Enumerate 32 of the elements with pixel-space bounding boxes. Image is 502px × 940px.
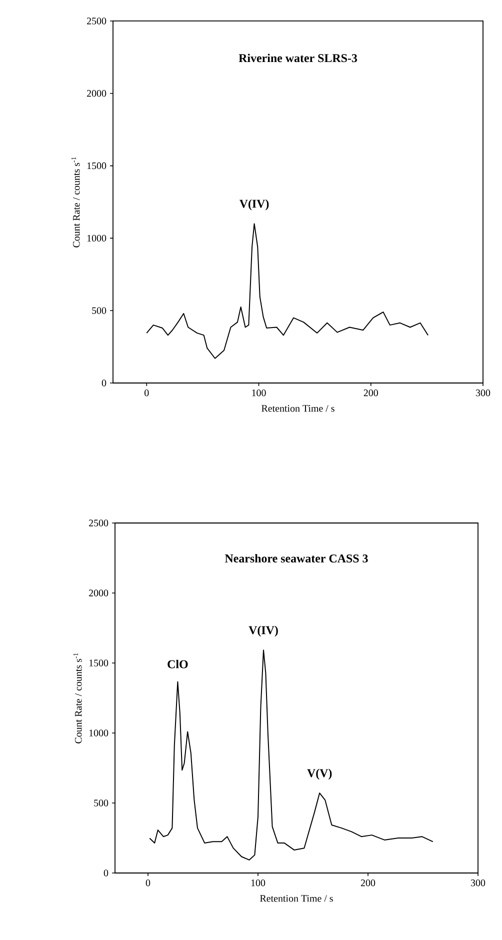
y-tick-label: 0 xyxy=(102,380,106,386)
y-tick-label: 1000 xyxy=(89,730,108,736)
y-tick-label: 2500 xyxy=(89,520,108,526)
x-tick-label: 0 xyxy=(144,390,149,396)
x-tick-label: 200 xyxy=(360,880,376,886)
x-tick-label: 300 xyxy=(471,880,486,886)
y-tick-label: 2000 xyxy=(87,90,106,97)
x-tick-label: 100 xyxy=(251,880,266,886)
x-tick-label: 100 xyxy=(252,390,266,396)
y-axis-title: Count Rate / counts s$^{-1}$ xyxy=(71,157,80,248)
x-axis-title: Retention Time / s xyxy=(260,895,333,902)
x-axis-title: Retention Time / s xyxy=(262,405,334,412)
annotation: V(IV) xyxy=(239,199,269,210)
y-tick-label: 500 xyxy=(94,800,108,806)
annotation: ClO xyxy=(168,660,188,668)
y-tick-label: 1500 xyxy=(89,660,108,666)
y-tick-label: 500 xyxy=(92,307,106,314)
y-tick-label: 0 xyxy=(104,870,108,876)
x-tick-label: 0 xyxy=(146,880,150,886)
annotation: V(V) xyxy=(307,768,332,780)
annotation: V(IV) xyxy=(248,626,278,637)
x-tick-label: 200 xyxy=(364,390,378,396)
y-tick-label: 2000 xyxy=(89,590,108,596)
x-tick-label: 300 xyxy=(476,390,490,396)
y-tick-label: 1500 xyxy=(87,162,106,170)
line-series xyxy=(149,650,434,860)
y-axis-title: Count Rate / counts s$^{-1}$ xyxy=(73,653,82,744)
line-series xyxy=(146,223,429,359)
y-tick-label: 2500 xyxy=(87,18,106,24)
text: Riverine water SLRS-3 xyxy=(238,54,358,62)
text: Nearshore seawater CASS 3 xyxy=(224,554,368,562)
y-tick-label: 1000 xyxy=(87,234,106,242)
